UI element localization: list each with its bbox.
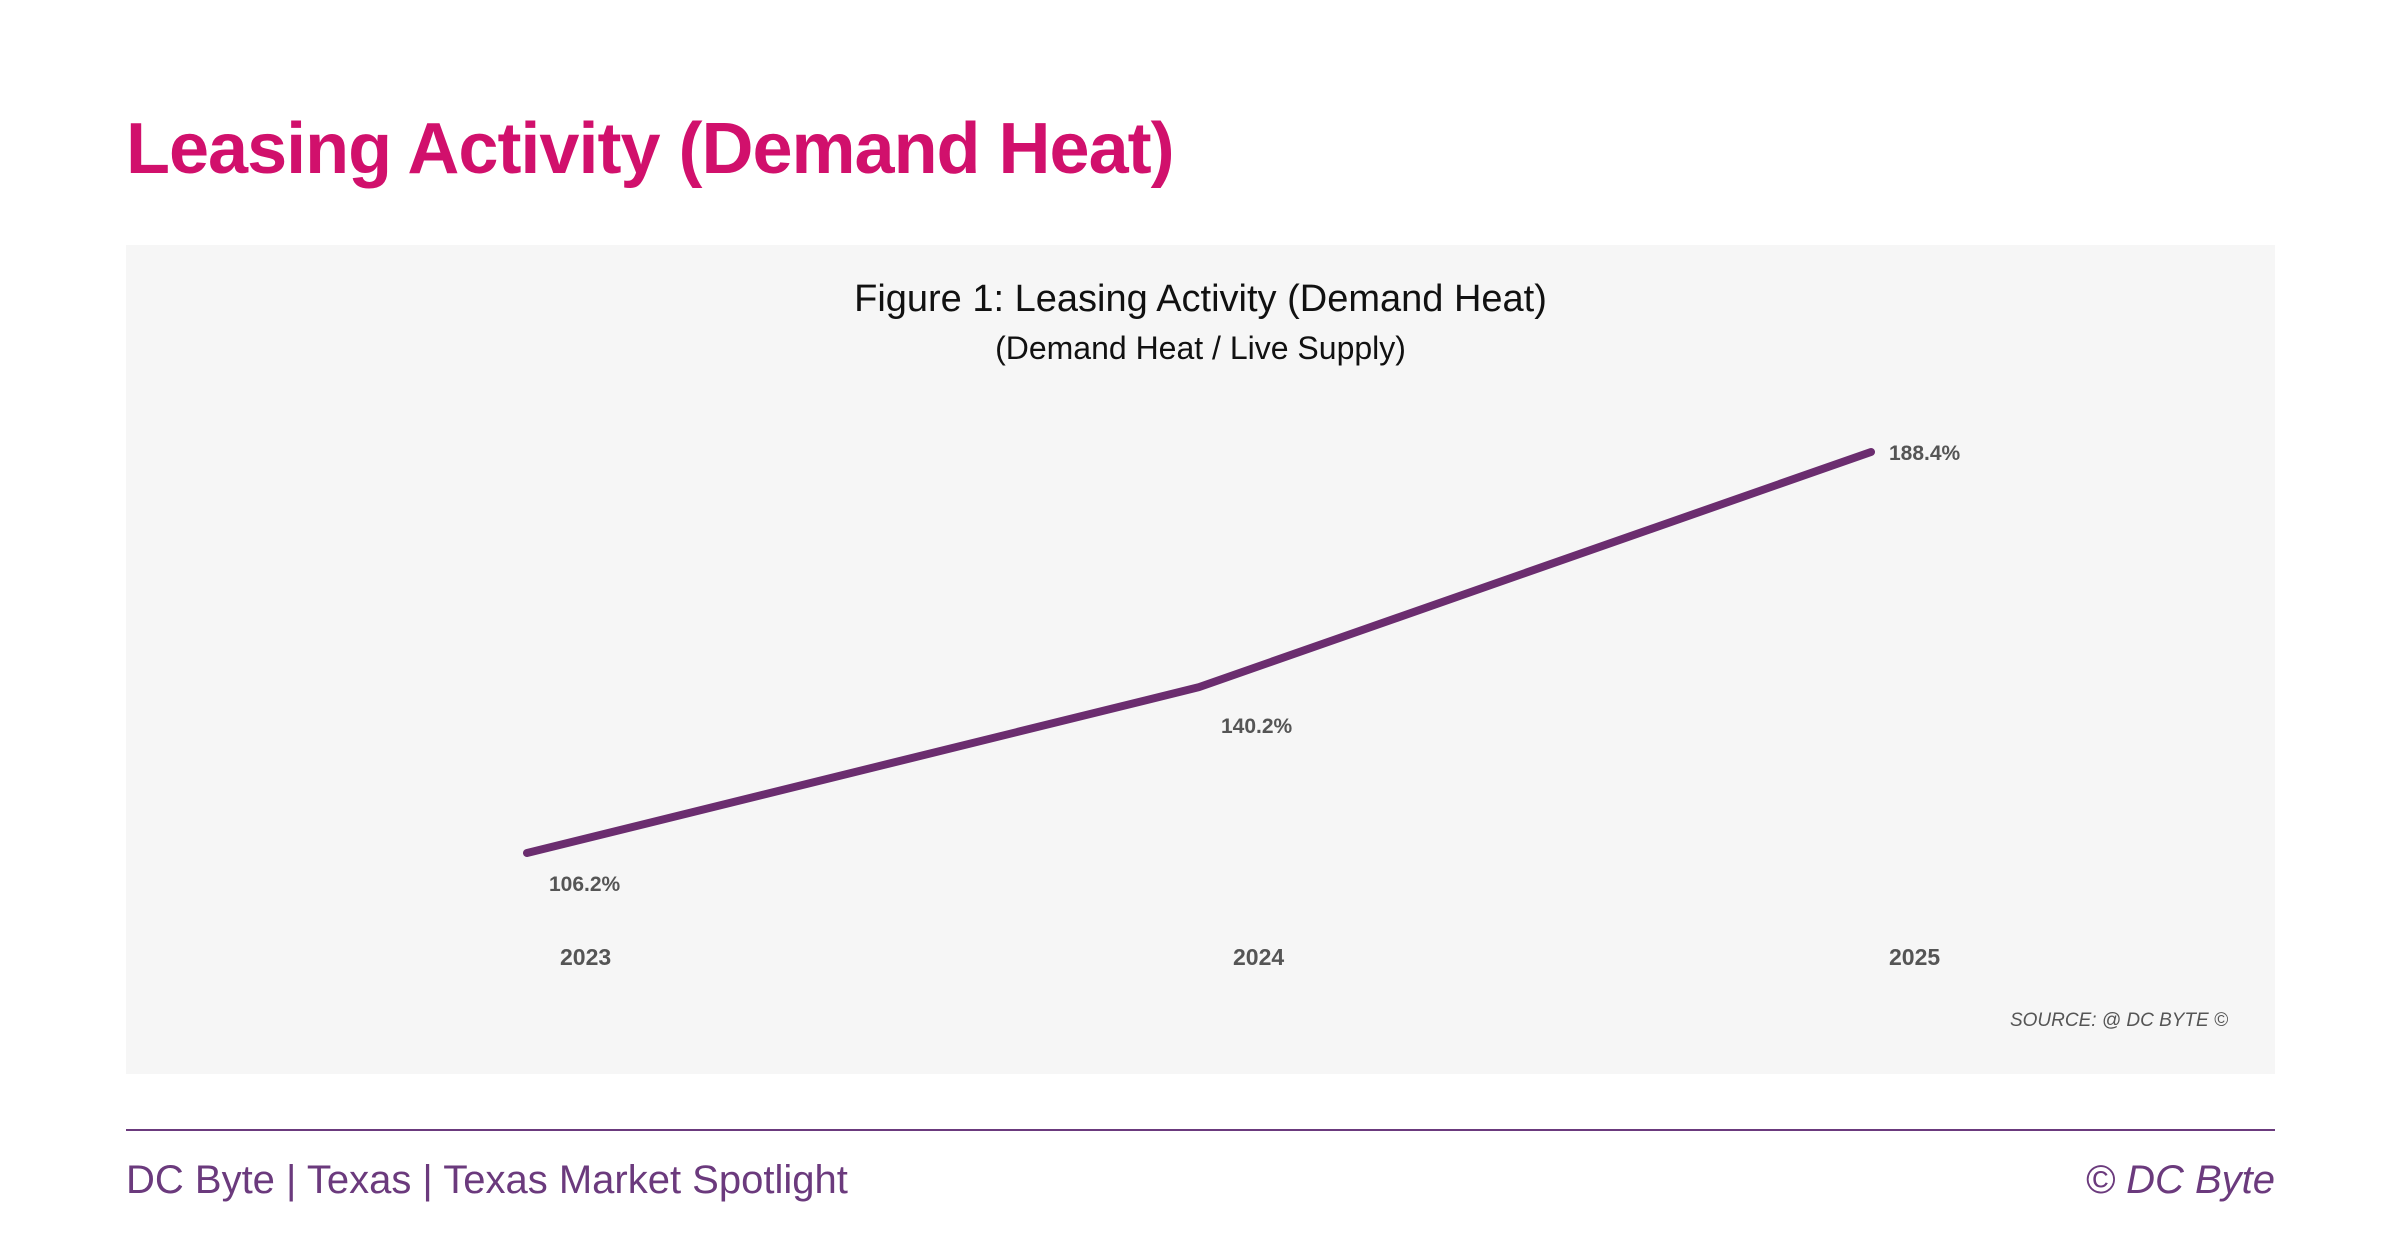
chart-panel [126,245,2275,1074]
x-tick-label: 2023 [560,944,611,970]
data-label: 140.2% [1221,715,1293,738]
page-title: Leasing Activity (Demand Heat) [126,109,1175,189]
data-label: 188.4% [1889,442,1961,465]
chart-source: SOURCE: @ DC BYTE © [2009,1010,2228,1031]
footer-copyright: © DC Byte [2085,1158,2275,1202]
series-line [523,448,1875,857]
data-label: 106.2% [549,873,621,896]
chart-subtitle: (Demand Heat / Live Supply) [995,330,1406,366]
x-tick-label: 2024 [1233,944,1284,970]
footer-breadcrumb: DC Byte | Texas | Texas Market Spotlight [126,1158,848,1202]
x-tick-label: 2025 [1889,944,1940,970]
footer-divider [126,1129,2275,1131]
chart-title: Figure 1: Leasing Activity (Demand Heat) [854,278,1547,320]
